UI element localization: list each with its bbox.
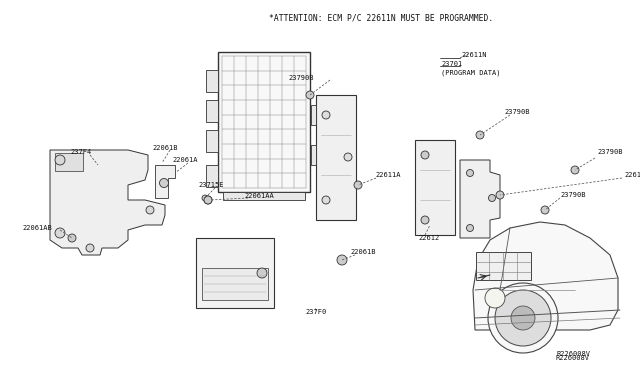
Text: 23715E: 23715E (198, 182, 223, 188)
Text: 22611N: 22611N (461, 52, 486, 58)
Circle shape (476, 131, 484, 139)
Circle shape (55, 155, 65, 165)
Text: 237F0: 237F0 (305, 309, 326, 315)
Circle shape (146, 206, 154, 214)
Circle shape (159, 179, 168, 187)
Bar (206, 70, 218, 92)
Text: 22061AB: 22061AB (22, 225, 52, 231)
Text: 237F4: 237F4 (70, 149, 92, 155)
Circle shape (485, 288, 505, 308)
Text: 23790B: 23790B (560, 192, 586, 198)
Text: 22061B: 22061B (350, 249, 376, 255)
Circle shape (68, 234, 76, 242)
Circle shape (571, 166, 579, 174)
Circle shape (322, 111, 330, 119)
Bar (476, 252, 531, 280)
Circle shape (467, 224, 474, 231)
Text: 23701: 23701 (441, 61, 462, 67)
Text: 23790B: 23790B (597, 149, 623, 155)
Circle shape (257, 268, 267, 278)
Polygon shape (50, 150, 165, 255)
Circle shape (495, 290, 551, 346)
Polygon shape (460, 160, 500, 238)
Circle shape (202, 195, 208, 201)
Circle shape (86, 244, 94, 252)
Text: 22061B: 22061B (152, 145, 177, 151)
Bar (223, 192, 305, 200)
Text: 22061AA: 22061AA (244, 193, 274, 199)
Bar (206, 130, 218, 152)
Text: 23790B: 23790B (504, 109, 529, 115)
Text: 23790B: 23790B (288, 75, 314, 81)
Circle shape (488, 283, 558, 353)
Circle shape (541, 206, 549, 214)
Circle shape (354, 181, 362, 189)
Circle shape (55, 228, 65, 238)
Polygon shape (473, 222, 618, 330)
Bar (206, 100, 218, 122)
Circle shape (344, 153, 352, 161)
Text: (PROGRAM DATA): (PROGRAM DATA) (441, 70, 500, 76)
Text: 22611A: 22611A (375, 172, 401, 178)
Circle shape (488, 195, 495, 202)
Polygon shape (155, 165, 175, 198)
Bar (55, 153, 83, 171)
Text: 22612+A: 22612+A (624, 172, 640, 178)
Text: 22612: 22612 (418, 235, 439, 241)
Circle shape (421, 216, 429, 224)
Bar (415, 140, 455, 235)
Bar (218, 52, 310, 192)
Bar (316, 95, 356, 220)
Circle shape (337, 255, 347, 265)
Circle shape (496, 191, 504, 199)
Circle shape (467, 170, 474, 176)
Circle shape (204, 196, 212, 204)
Bar (202, 268, 268, 300)
Circle shape (421, 151, 429, 159)
Bar (311, 145, 316, 165)
Text: R226008V: R226008V (557, 351, 591, 357)
Circle shape (511, 306, 535, 330)
Text: 22061A: 22061A (172, 157, 198, 163)
Circle shape (322, 196, 330, 204)
Text: *ATTENTION: ECM P/C 22611N MUST BE PROGRAMMED.: *ATTENTION: ECM P/C 22611N MUST BE PROGR… (269, 13, 493, 22)
Bar (206, 165, 218, 187)
Bar (311, 105, 316, 125)
Text: R226008V: R226008V (556, 355, 590, 361)
Circle shape (204, 196, 212, 204)
Circle shape (306, 91, 314, 99)
Bar (196, 238, 274, 308)
